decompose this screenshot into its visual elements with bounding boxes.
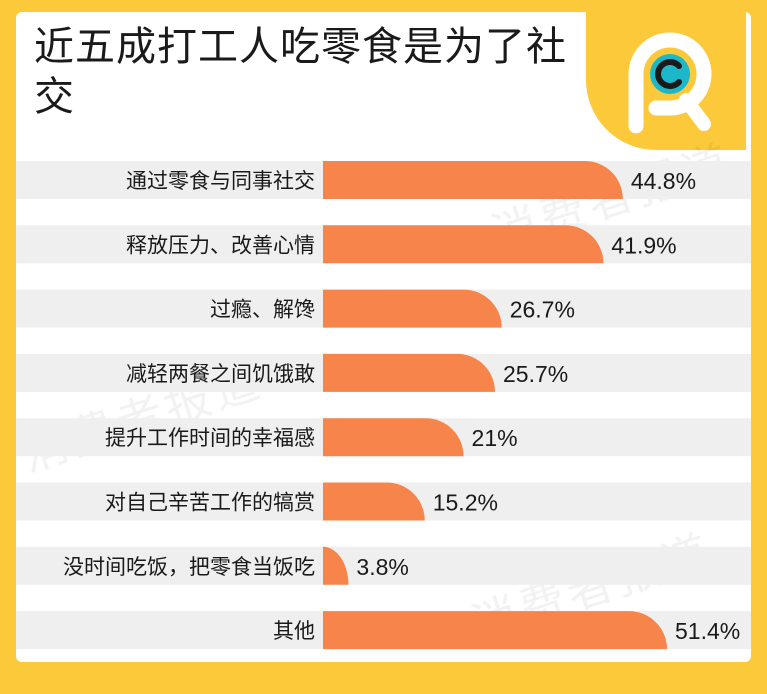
category-label: 对自己辛苦工作的犒赏: [105, 491, 315, 515]
chart-title: 近五成打工人吃零食是为了社交: [34, 24, 567, 120]
value-label: 25.7%: [503, 361, 568, 387]
category-label: 减轻两餐之间饥饿敢: [126, 362, 315, 386]
category-label: 通过零食与同事社交: [126, 169, 315, 193]
value-label: 44.8%: [631, 168, 696, 194]
bar: [323, 225, 604, 264]
value-label: 3.8%: [356, 554, 408, 580]
value-label: 26.7%: [510, 297, 575, 323]
category-label: 没时间吃饭，把零食当饭吃: [63, 555, 315, 579]
brand-logo-icon: [628, 32, 712, 134]
value-label: 15.2%: [433, 490, 498, 516]
bar: [323, 353, 496, 392]
value-label: 51.4%: [675, 618, 740, 644]
value-label: 41.9%: [611, 232, 676, 258]
bar-chart: 通过零食与同事社交 44.8% 释放压力、改善心情 41.9% 过瘾、解馋 26.7% 减轻…: [16, 161, 751, 650]
category-label: 其他: [273, 619, 315, 643]
category-label: 提升工作时间的幸福感: [105, 426, 315, 450]
row-background: [16, 546, 751, 585]
value-label: 21%: [472, 425, 518, 451]
brand-logo: [586, 12, 746, 150]
bar: [323, 289, 502, 328]
bar: [323, 161, 623, 199]
bar: [323, 482, 425, 521]
bar: [323, 546, 349, 585]
bar: [323, 418, 464, 457]
category-label: 释放压力、改善心情: [126, 233, 315, 257]
category-label: 过瘾、解馋: [210, 298, 315, 322]
bar: [323, 611, 667, 650]
chart-panel: 近五成打工人吃零食是为了社交 消费者报道 消费者报道 消费者报道 通过零食与同事…: [16, 12, 751, 662]
